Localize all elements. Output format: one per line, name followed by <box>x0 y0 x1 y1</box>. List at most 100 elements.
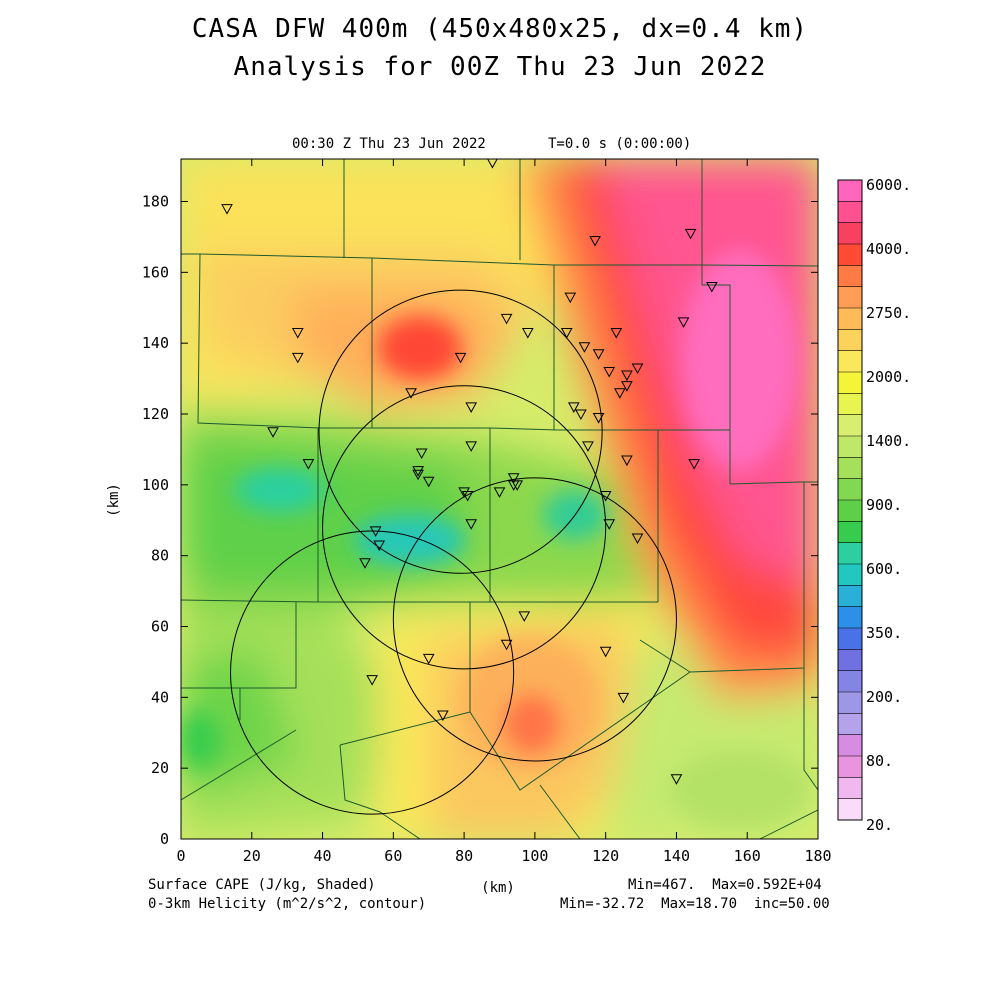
y-tick-label: 20 <box>151 759 169 777</box>
station-marker <box>507 473 520 484</box>
colorbar-swatch <box>838 222 862 245</box>
y-axis: 0 20 40 60 80 100 120 140 160 180 <box>142 193 818 848</box>
station-marker <box>412 466 424 477</box>
station-marker <box>493 487 506 498</box>
radar-ring-2 <box>322 385 607 670</box>
colorbar-swatch <box>838 244 862 266</box>
station-marker <box>610 328 623 339</box>
colorbar <box>837 179 863 821</box>
contour-minmax: Min=-32.72 Max=18.70 inc=50.00 <box>560 896 830 912</box>
colorbar-swatch <box>838 478 862 501</box>
x-tick-label: 100 <box>521 847 548 865</box>
station-marker <box>500 313 513 325</box>
station-marker <box>621 370 633 382</box>
station-marker <box>366 675 378 686</box>
county-boundaries <box>181 159 818 839</box>
y-tick-label: 160 <box>142 263 169 281</box>
colorbar-label: 350. <box>866 624 902 642</box>
colorbar-swatch <box>838 692 862 714</box>
y-tick-label: 120 <box>142 405 169 423</box>
colorbar-swatch <box>838 329 862 352</box>
colorbar-swatch <box>838 201 862 224</box>
colorbar-swatch <box>838 734 862 757</box>
y-tick-label: 140 <box>142 334 169 352</box>
station-marker <box>405 388 417 399</box>
model-time-label: T=0.0 s (0:00:00) <box>548 136 692 152</box>
colorbar-swatch <box>838 436 862 458</box>
y-tick-label: 60 <box>151 618 169 636</box>
colorbar-swatch <box>838 606 862 629</box>
colorbar-label: 900. <box>866 496 902 514</box>
colorbar-label: 200. <box>866 688 902 706</box>
station-marker <box>465 441 478 452</box>
station-marker <box>458 487 470 498</box>
colorbar-swatch <box>838 286 862 309</box>
station-marker <box>592 349 605 360</box>
station-markers <box>221 159 718 785</box>
x-tick-label: 60 <box>384 847 402 865</box>
station-marker <box>521 328 534 339</box>
field-minmax: Min=467. Max=0.592E+04 <box>628 877 822 893</box>
colorbar-swatch <box>838 670 862 693</box>
valid-time-label: 00:30 Z Thu 23 Jun 2022 <box>292 136 486 152</box>
station-marker <box>564 292 577 304</box>
station-marker <box>578 342 591 353</box>
analysis-time-title: Analysis for 00Z Thu 23 Jun 2022 <box>233 52 767 82</box>
y-tick-label: 80 <box>151 547 169 565</box>
contour-description: 0-3km Helicity (m^2/s^2, contour) <box>148 896 427 912</box>
plot-frame <box>180 158 819 840</box>
station-marker <box>705 282 718 293</box>
colorbar-swatch <box>838 414 862 437</box>
x-tick-label: 40 <box>314 847 332 865</box>
x-tick-label: 20 <box>243 847 261 865</box>
y-tick-label: 180 <box>142 193 169 211</box>
colorbar-swatch <box>838 798 862 821</box>
colorbar-swatch <box>838 500 862 522</box>
station-marker <box>500 639 513 651</box>
station-marker <box>461 490 474 502</box>
colorbar-frame <box>837 179 863 821</box>
station-marker <box>603 367 616 378</box>
colorbar-labels: 6000. 4000. 2750. 2000. 1400. 900. 600. 350. 200… <box>866 176 911 834</box>
station-marker <box>560 328 573 339</box>
x-axis: 0 20 40 60 80 100 120 140 160 180 <box>176 159 832 865</box>
station-marker <box>291 352 304 364</box>
station-marker <box>670 774 683 785</box>
colorbar-swatch <box>838 308 862 330</box>
station-marker <box>422 476 435 488</box>
station-marker <box>518 611 531 622</box>
figure-title: CASA DFW 400m (450x480x25, dx=0.4 km) <box>191 14 809 44</box>
station-marker <box>684 228 697 240</box>
station-marker <box>412 469 424 481</box>
x-tick-label: 140 <box>663 847 690 865</box>
radar-ring-3 <box>392 477 677 762</box>
x-tick-label: 180 <box>804 847 831 865</box>
station-marker <box>465 519 478 530</box>
radar-ring-1 <box>318 289 603 574</box>
colorbar-label: 2750. <box>866 304 911 322</box>
station-marker <box>575 409 587 421</box>
y-tick-label: 0 <box>160 830 169 848</box>
station-marker <box>302 459 315 470</box>
station-marker <box>603 519 616 530</box>
station-marker <box>599 490 612 502</box>
colorbar-label: 600. <box>866 560 902 578</box>
cape-shading <box>181 159 818 839</box>
station-marker <box>511 480 524 491</box>
radar-ring-4 <box>230 530 515 815</box>
radar-range-rings <box>230 289 677 815</box>
station-marker <box>677 317 690 328</box>
station-marker <box>373 540 386 552</box>
colorbar-swatch <box>838 585 862 608</box>
station-marker <box>688 459 700 470</box>
colorbar-label: 4000. <box>866 240 911 258</box>
field-description: Surface CAPE (J/kg, Shaded) <box>148 877 376 893</box>
colorbar-swatch <box>838 265 862 288</box>
station-marker <box>613 388 626 399</box>
colorbar-swatch <box>838 542 862 565</box>
colorbar-swatch <box>838 393 862 416</box>
x-tick-label: 0 <box>176 847 185 865</box>
colorbar-swatch <box>838 649 862 672</box>
station-marker <box>592 413 605 424</box>
